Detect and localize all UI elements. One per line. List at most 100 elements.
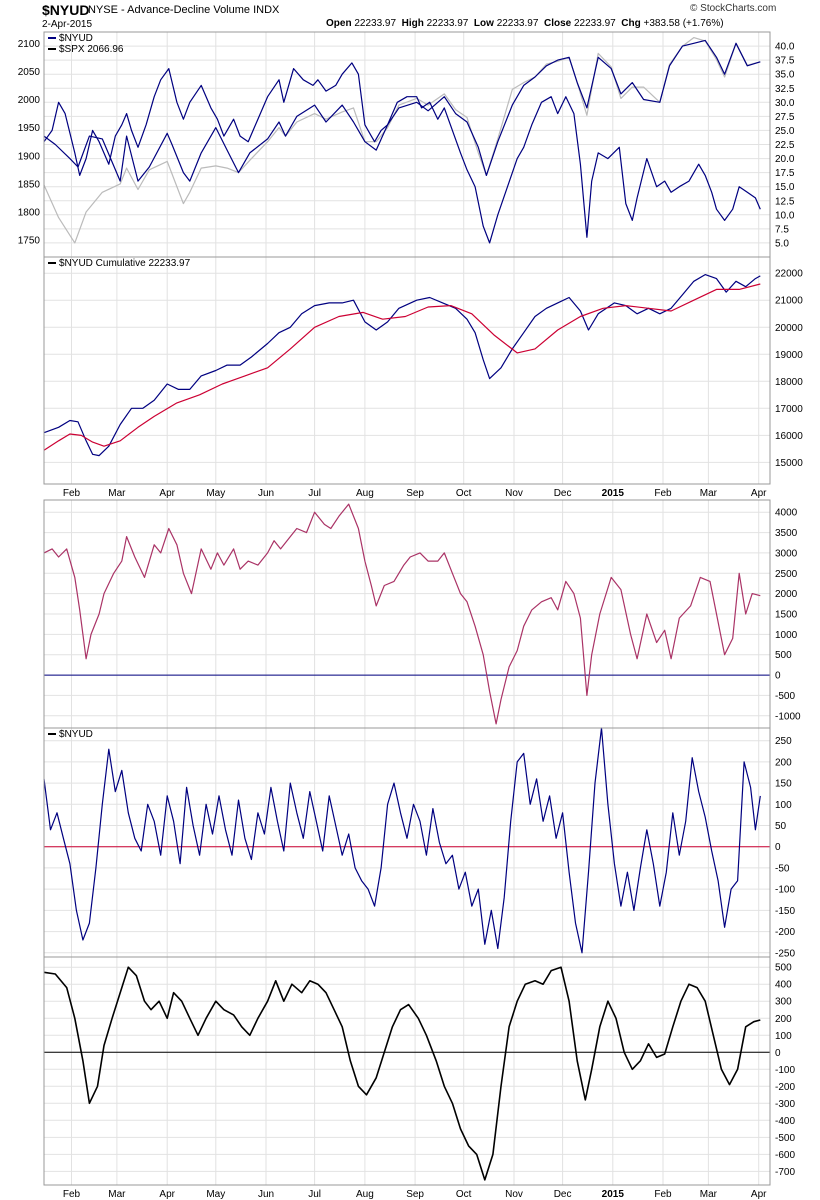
right-tick-label: -250 [775, 948, 795, 959]
month-label: Feb [63, 488, 81, 499]
month-label: Sep [406, 488, 424, 499]
right-tick-label: 2000 [775, 589, 798, 600]
right-tick-label: -200 [775, 1082, 795, 1093]
right-tick-label: -50 [775, 863, 790, 874]
open-label: Open [326, 18, 352, 29]
right-tick-label: -1000 [775, 711, 801, 722]
right-tick-label: 37.5 [775, 56, 795, 67]
month-label: Oct [456, 488, 472, 499]
right-tick-label: 3500 [775, 528, 798, 539]
month-label: Jun [258, 1189, 274, 1200]
right-tick-label: 22000 [775, 269, 803, 280]
month-label: Sep [406, 1189, 424, 1200]
month-label: Feb [654, 488, 672, 499]
right-tick-label: 20000 [775, 323, 803, 334]
brand-watermark: © StockCharts.com [690, 3, 777, 14]
month-label: Mar [108, 1189, 126, 1200]
right-tick-label: 1000 [775, 630, 798, 641]
high-value: 22233.97 [426, 18, 469, 29]
right-tick-label: 7.5 [775, 224, 789, 235]
right-tick-label: -150 [775, 906, 795, 917]
right-tick-label: -500 [775, 691, 795, 702]
right-tick-label: 10.0 [775, 210, 795, 221]
month-label: Dec [554, 1189, 572, 1200]
legend-label: $NYUD Cumulative 22233.97 [59, 258, 191, 269]
right-tick-label: 100 [775, 800, 792, 811]
right-tick-label: 20.0 [775, 154, 795, 165]
month-label: Apr [751, 488, 767, 499]
right-tick-label: 30.0 [775, 98, 795, 109]
left-tick-label: 1800 [18, 208, 41, 219]
right-tick-label: 22.5 [775, 140, 795, 151]
series-line-top-1 [43, 62, 761, 244]
right-tick-label: 17000 [775, 404, 803, 415]
chart-header: $NYUD NYSE - Advance-Decline Volume INDX… [0, 0, 820, 32]
description-text: NYSE - Advance-Decline Volume [88, 4, 251, 16]
month-label: Oct [456, 1189, 472, 1200]
left-tick-label: 1950 [18, 123, 41, 134]
right-tick-label: -100 [775, 885, 795, 896]
month-label: Aug [356, 1189, 374, 1200]
right-tick-label: 0 [775, 842, 781, 853]
month-label: Mar [700, 488, 718, 499]
right-tick-label: 2500 [775, 569, 798, 580]
legend-label: $NYUD [59, 729, 93, 740]
series-line-top-0 [43, 39, 761, 182]
series-line-cumulative-1 [43, 283, 761, 451]
left-tick-label: 1850 [18, 179, 41, 190]
month-label: Apr [159, 1189, 175, 1200]
right-tick-label: -500 [775, 1133, 795, 1144]
symbol-description: NYSE - Advance-Decline Volume INDX [88, 4, 279, 16]
right-tick-label: 15000 [775, 458, 803, 469]
right-tick-label: 0 [775, 671, 781, 682]
right-tick-label: 50 [775, 821, 787, 832]
month-label: Jul [308, 1189, 321, 1200]
right-tick-label: -100 [775, 1065, 795, 1076]
month-label: May [206, 488, 225, 499]
symbol-title: $NYUD [42, 2, 90, 18]
month-label: May [206, 1189, 225, 1200]
month-label: Jul [308, 488, 321, 499]
ohlc-readout: Open 22233.97 High 22233.97 Low 22233.97… [326, 18, 724, 29]
right-tick-label: 0 [775, 1048, 781, 1059]
chg-label: Chg [621, 18, 641, 29]
panel-smoothed-frame [43, 956, 771, 1186]
left-tick-label: 2050 [18, 67, 41, 78]
right-tick-label: 500 [775, 650, 792, 661]
right-tick-label: -400 [775, 1116, 795, 1127]
low-label: Low [473, 18, 494, 29]
legend-label: $SPX 2066.96 [59, 44, 124, 55]
month-label: Mar [700, 1189, 718, 1200]
right-tick-label: 12.5 [775, 196, 795, 207]
exchange-text: INDX [253, 4, 280, 16]
month-label: 2015 [602, 488, 625, 499]
right-tick-label: 18000 [775, 377, 803, 388]
low-value: 22233.97 [496, 18, 539, 29]
left-tick-label: 2000 [18, 95, 41, 106]
month-label: Mar [108, 488, 126, 499]
month-label: 2015 [602, 1189, 625, 1200]
right-tick-label: 500 [775, 963, 792, 974]
left-tick-label: 2100 [18, 39, 41, 50]
legend-label: $NYUD [59, 33, 93, 44]
month-label: Apr [159, 488, 175, 499]
month-label: Dec [554, 488, 572, 499]
panel-smoothed-bg [44, 957, 770, 1185]
chg-value: +383.58 (+1.76%) [643, 18, 724, 29]
right-tick-label: 400 [775, 980, 792, 991]
right-tick-label: 25.0 [775, 126, 795, 137]
right-tick-label: 200 [775, 1014, 792, 1025]
month-label: Nov [505, 1189, 523, 1200]
right-tick-label: -600 [775, 1150, 795, 1161]
right-tick-label: 21000 [775, 296, 803, 307]
series-line-cumulative-0 [43, 274, 761, 457]
month-label: Jun [258, 488, 274, 499]
right-tick-label: -700 [775, 1167, 795, 1178]
series-line-nyud-0 [43, 727, 761, 954]
right-tick-label: 250 [775, 736, 792, 747]
right-tick-label: 16000 [775, 431, 803, 442]
open-value: 22233.97 [354, 18, 397, 29]
right-tick-label: 3000 [775, 548, 798, 559]
right-tick-label: 300 [775, 997, 792, 1008]
